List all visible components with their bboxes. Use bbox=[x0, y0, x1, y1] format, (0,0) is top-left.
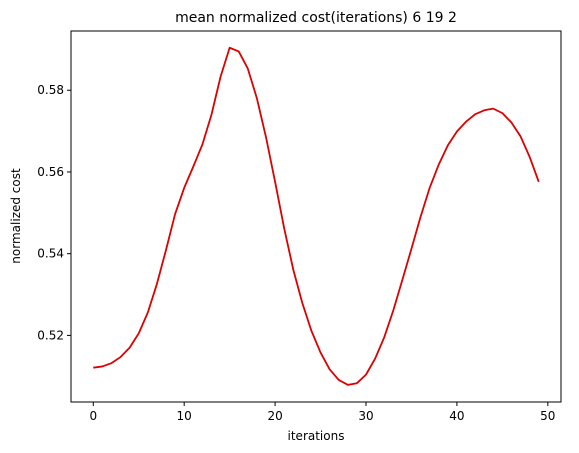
y-tick-label: 0.54 bbox=[37, 247, 64, 261]
x-tick-label: 30 bbox=[358, 409, 373, 423]
chart-title: mean normalized cost(iterations) 6 19 2 bbox=[175, 10, 457, 26]
x-tick-label: 40 bbox=[449, 409, 464, 423]
x-tick-label: 0 bbox=[89, 409, 97, 423]
y-axis: 0.52 0.54 0.56 0.58 bbox=[37, 83, 71, 342]
y-tick-label: 0.52 bbox=[37, 328, 64, 342]
y-axis-label: normalized cost bbox=[9, 168, 23, 264]
y-tick-label: 0.58 bbox=[37, 83, 64, 97]
x-tick-label: 10 bbox=[177, 409, 192, 423]
plot-area bbox=[93, 46, 540, 386]
series-line bbox=[93, 46, 540, 386]
x-tick-label: 50 bbox=[540, 409, 555, 423]
y-tick-label: 0.56 bbox=[37, 165, 64, 179]
x-tick-label: 20 bbox=[267, 409, 282, 423]
x-axis: 0 10 20 30 40 50 bbox=[89, 402, 555, 423]
axes-frame bbox=[70, 30, 562, 403]
x-axis-label: iterations bbox=[288, 429, 345, 443]
